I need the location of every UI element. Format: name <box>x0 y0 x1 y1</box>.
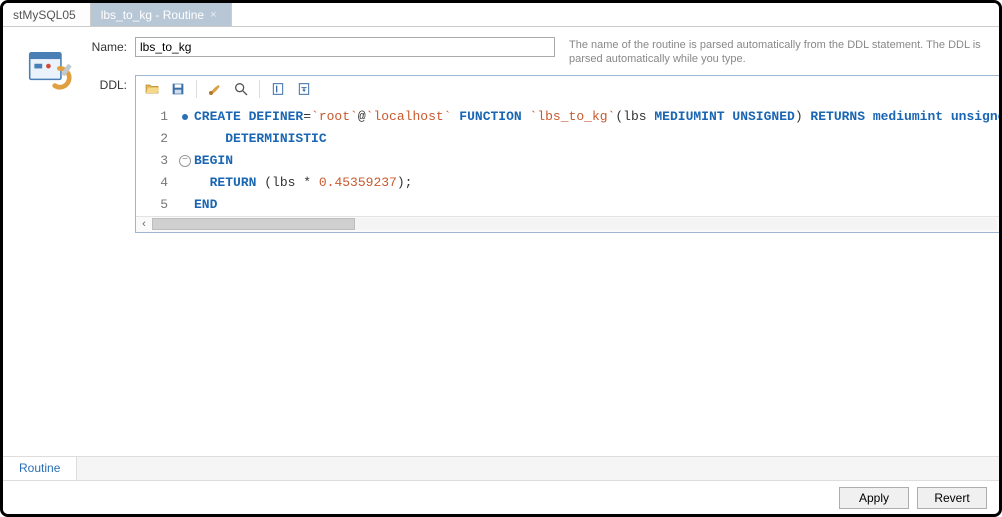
apply-button[interactable]: Apply <box>839 487 909 509</box>
horizontal-scrollbar[interactable]: ‹ › <box>136 216 1002 232</box>
form-column: Name: The name of the routine is parsed … <box>83 37 1002 452</box>
folder-open-icon[interactable] <box>142 79 162 99</box>
toolbar-separator <box>259 80 260 98</box>
tab-bar: stMySQL05 lbs_to_kg - Routine × <box>3 3 999 27</box>
brush-icon[interactable] <box>205 79 225 99</box>
content: Name: The name of the routine is parsed … <box>3 27 999 514</box>
help-text: The name of the routine is parsed automa… <box>563 37 1002 67</box>
scroll-right-icon[interactable]: › <box>997 218 1002 230</box>
routine-icon <box>25 45 75 95</box>
line-number: 1 <box>136 106 168 128</box>
button-bar: Apply Revert <box>3 480 999 514</box>
tab-label: stMySQL05 <box>13 8 76 22</box>
sidebar-icon-column <box>15 37 75 452</box>
line-number: 4 <box>136 172 168 194</box>
editor-toolbar <box>136 76 1002 102</box>
bottom-tab-routine[interactable]: Routine <box>3 457 77 480</box>
code-line[interactable]: END <box>194 194 1002 216</box>
code-line[interactable]: DETERMINISTIC <box>194 128 1002 150</box>
code-text[interactable]: CREATE DEFINER=`root`@`localhost` FUNCTI… <box>194 106 1002 216</box>
save-icon[interactable] <box>168 79 188 99</box>
tab-routine[interactable]: lbs_to_kg - Routine × <box>91 3 232 26</box>
fold-gutter: − <box>176 106 194 216</box>
name-input[interactable] <box>135 37 555 57</box>
tab-stmysql05[interactable]: stMySQL05 <box>3 3 91 26</box>
bottom-tab-bar: Routine <box>3 456 999 480</box>
code-line[interactable]: CREATE DEFINER=`root`@`localhost` FUNCTI… <box>194 106 1002 128</box>
wrap-icon[interactable] <box>294 79 314 99</box>
search-icon[interactable] <box>231 79 251 99</box>
line-number: 2 <box>136 128 168 150</box>
close-icon[interactable]: × <box>210 9 216 21</box>
code-line[interactable]: BEGIN <box>194 150 1002 172</box>
breakpoint-dot-icon <box>176 106 194 128</box>
revert-button[interactable]: Revert <box>917 487 987 509</box>
name-label: Name: <box>83 37 127 54</box>
name-row: Name: The name of the routine is parsed … <box>83 37 1002 67</box>
line-number: 5 <box>136 194 168 216</box>
toolbar-separator <box>196 80 197 98</box>
cursor-icon[interactable] <box>268 79 288 99</box>
fold-toggle-icon[interactable]: − <box>176 150 194 172</box>
scroll-track[interactable] <box>152 218 997 230</box>
main-area: Name: The name of the routine is parsed … <box>3 27 999 456</box>
ddl-label: DDL: <box>83 75 127 92</box>
gutter-blank <box>176 128 194 150</box>
code-area[interactable]: 12345 − CREATE DEFINER=`root`@`localhost… <box>136 102 1002 216</box>
ddl-editor: 12345 − CREATE DEFINER=`root`@`localhost… <box>135 75 1002 233</box>
gutter-blank <box>176 172 194 194</box>
code-line[interactable]: RETURN (lbs * 0.45359237); <box>194 172 1002 194</box>
tab-label: lbs_to_kg - Routine <box>101 8 204 22</box>
line-number-gutter: 12345 <box>136 106 176 216</box>
window: stMySQL05 lbs_to_kg - Routine × Nam <box>0 0 1002 517</box>
gutter-blank <box>176 194 194 216</box>
ddl-row: DDL: <box>83 75 1002 452</box>
line-number: 3 <box>136 150 168 172</box>
scroll-left-icon[interactable]: ‹ <box>136 218 152 230</box>
scroll-thumb[interactable] <box>152 218 355 230</box>
